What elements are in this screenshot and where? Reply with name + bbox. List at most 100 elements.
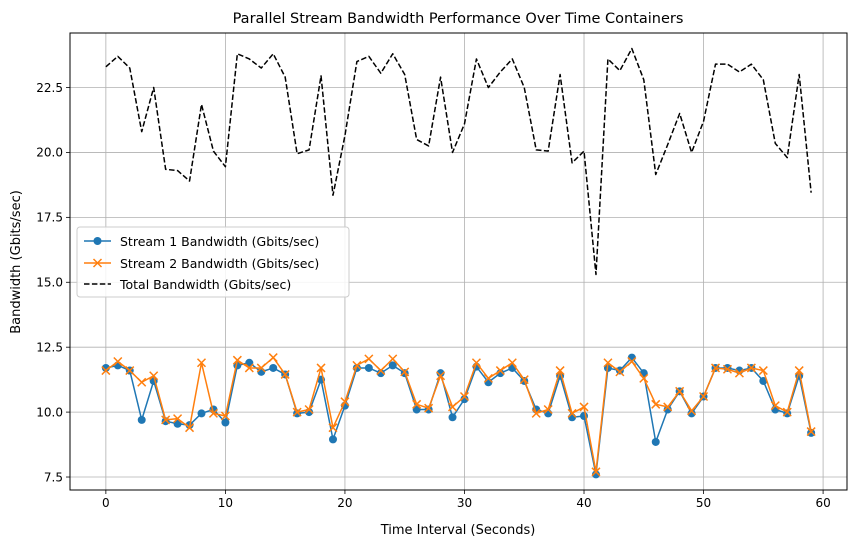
chart-title: Parallel Stream Bandwidth Performance Ov…	[233, 11, 684, 27]
y-tick-label: 12.5	[36, 340, 63, 354]
series-1-point	[328, 435, 337, 444]
series-2-point	[746, 363, 756, 373]
series-1-point	[759, 376, 768, 385]
series-2-point	[555, 366, 565, 376]
x-tick-label: 60	[815, 496, 830, 510]
series-2-point	[388, 354, 398, 364]
series-2-point	[400, 367, 410, 377]
series-1-point	[257, 367, 266, 376]
series-2-point	[567, 408, 577, 418]
series-2-point	[699, 391, 709, 402]
series-2-point	[220, 411, 230, 421]
series-2-point	[268, 353, 278, 363]
series-2-point	[782, 407, 792, 417]
series-2-point	[280, 369, 290, 379]
y-axis-label: Bandwidth (Gbits/sec)	[9, 190, 24, 334]
series-1-point	[412, 405, 421, 414]
series-2-point	[304, 404, 314, 415]
series-2-point	[651, 399, 661, 409]
series-2-point	[543, 404, 553, 415]
series-1-point	[137, 415, 146, 424]
series-1-point	[591, 470, 600, 479]
series-2-point	[149, 371, 159, 381]
series-1-point	[376, 369, 385, 378]
series-2-point	[483, 373, 493, 383]
legend-total-label: Total Bandwidth (Gbits/sec)	[119, 277, 291, 292]
series-2-point	[137, 377, 147, 387]
series-2-point	[340, 397, 350, 407]
series-1-point	[269, 363, 278, 372]
series-2-point	[161, 415, 171, 425]
y-tick-label: 7.5	[44, 470, 63, 484]
series-2-point	[292, 407, 302, 417]
series-2-point	[101, 366, 111, 376]
series-2-point	[173, 414, 183, 424]
series-2-point	[579, 402, 589, 412]
series-2-point	[663, 402, 673, 412]
series-1-point	[687, 409, 696, 418]
series-2-point	[591, 467, 601, 477]
series-1-point	[436, 369, 445, 378]
legend-stream2-label: Stream 2 Bandwidth (Gbits/sec)	[120, 256, 319, 271]
y-tick-label: 20.0	[36, 146, 63, 160]
series-2-point	[196, 358, 207, 368]
series-1-point	[197, 409, 206, 418]
plot-area-frame	[69, 32, 848, 491]
series-2-point	[531, 408, 541, 418]
series-1-point	[460, 395, 469, 404]
series-2-point	[208, 408, 218, 418]
series-2-point	[232, 355, 242, 365]
legend-stream1-label: Stream 1 Bandwidth (Gbits/sec)	[120, 234, 319, 249]
legend: Stream 1 Bandwidth (Gbits/sec) Stream 2 …	[76, 226, 350, 298]
x-tick-label: 0	[102, 496, 110, 510]
series-1-point	[245, 358, 254, 367]
y-tick-label: 15.0	[36, 276, 63, 290]
y-tick-label: 10.0	[36, 405, 63, 419]
x-tick-label: 40	[576, 496, 591, 510]
series-2-point	[471, 358, 481, 368]
legend-stream2-marker	[92, 258, 103, 268]
x-tick-label: 50	[696, 496, 711, 510]
series-2-point	[459, 391, 470, 402]
series-1-point	[113, 361, 122, 370]
legend-stream1-marker	[93, 237, 102, 245]
y-tick-label: 17.5	[36, 211, 63, 225]
series-2-point	[424, 403, 434, 413]
series-2-point	[687, 406, 697, 416]
series-1-point	[615, 366, 624, 375]
x-tick-label: 10	[218, 496, 233, 510]
series-2-point	[639, 373, 649, 383]
series-2-point	[507, 358, 517, 368]
series-1-point	[484, 378, 493, 387]
series-2-point	[710, 363, 721, 373]
series-1-point	[221, 418, 230, 427]
series-1-point	[173, 419, 182, 428]
series-2-point	[125, 366, 135, 376]
series-1-point	[663, 405, 672, 414]
y-tick-label: 22.5	[36, 81, 63, 95]
series-2-point	[519, 375, 529, 385]
series-2-point	[316, 363, 326, 373]
axis-ticks: 0 10 20 30 40 50 60 7.5 10.0 12.5 15.0 17.5 20.0 22.5	[36, 81, 830, 510]
series-2-point	[770, 401, 780, 411]
series-2-point	[328, 423, 338, 433]
series-1-point	[627, 353, 636, 362]
series-2-point	[376, 366, 386, 376]
series-2-point	[113, 356, 123, 366]
series-2-point	[794, 366, 804, 376]
series-2-point	[256, 363, 266, 373]
series-2-point	[675, 386, 685, 396]
series-2-point	[495, 366, 505, 376]
series-2-point	[412, 399, 422, 409]
series-2-point	[244, 363, 254, 373]
series-1-point	[448, 413, 457, 422]
series-2-point	[603, 358, 613, 368]
series-2-point	[185, 423, 195, 433]
series-2-point	[627, 356, 637, 366]
series-2-point	[615, 367, 625, 377]
series-2-point	[364, 354, 374, 364]
series-2-point	[436, 371, 446, 381]
series-1-point	[651, 437, 660, 446]
series-lines	[101, 47, 816, 479]
